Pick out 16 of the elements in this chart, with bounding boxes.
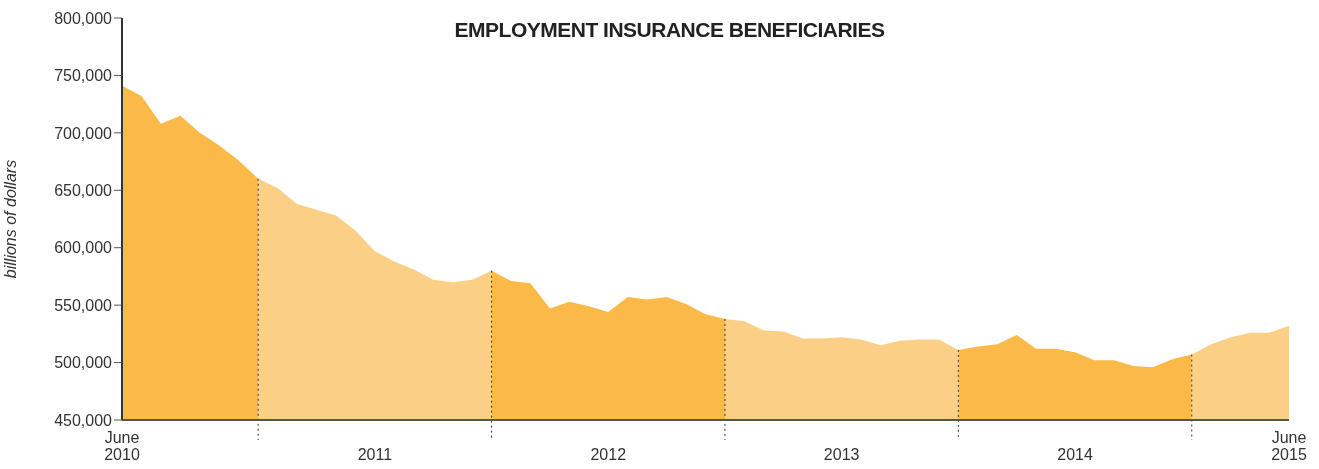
x-tick-label: 2011: [357, 446, 393, 463]
y-tick-label: 700,000: [54, 124, 113, 142]
y-tick-label: 600,000: [54, 239, 113, 257]
x-tick-label: 2014: [1057, 446, 1093, 463]
y-tick-label: 550,000: [54, 296, 113, 314]
y-axis-title: billions of dollars: [1, 159, 19, 279]
y-tick-label: 500,000: [54, 354, 113, 372]
y-tick-label: 650,000: [54, 181, 113, 199]
chart-title: EMPLOYMENT INSURANCE BENEFICIARIES: [454, 18, 885, 41]
x-tick-label: 2013: [823, 446, 860, 463]
x-tick-label: June 2015: [1271, 429, 1307, 463]
y-tick-label: 450,000: [54, 411, 113, 429]
y-tick-label: 750,000: [54, 67, 113, 85]
x-tick-label: June 2010: [104, 429, 140, 463]
x-tick-label: 2012: [590, 446, 627, 463]
y-tick-label: 800,000: [54, 9, 113, 27]
